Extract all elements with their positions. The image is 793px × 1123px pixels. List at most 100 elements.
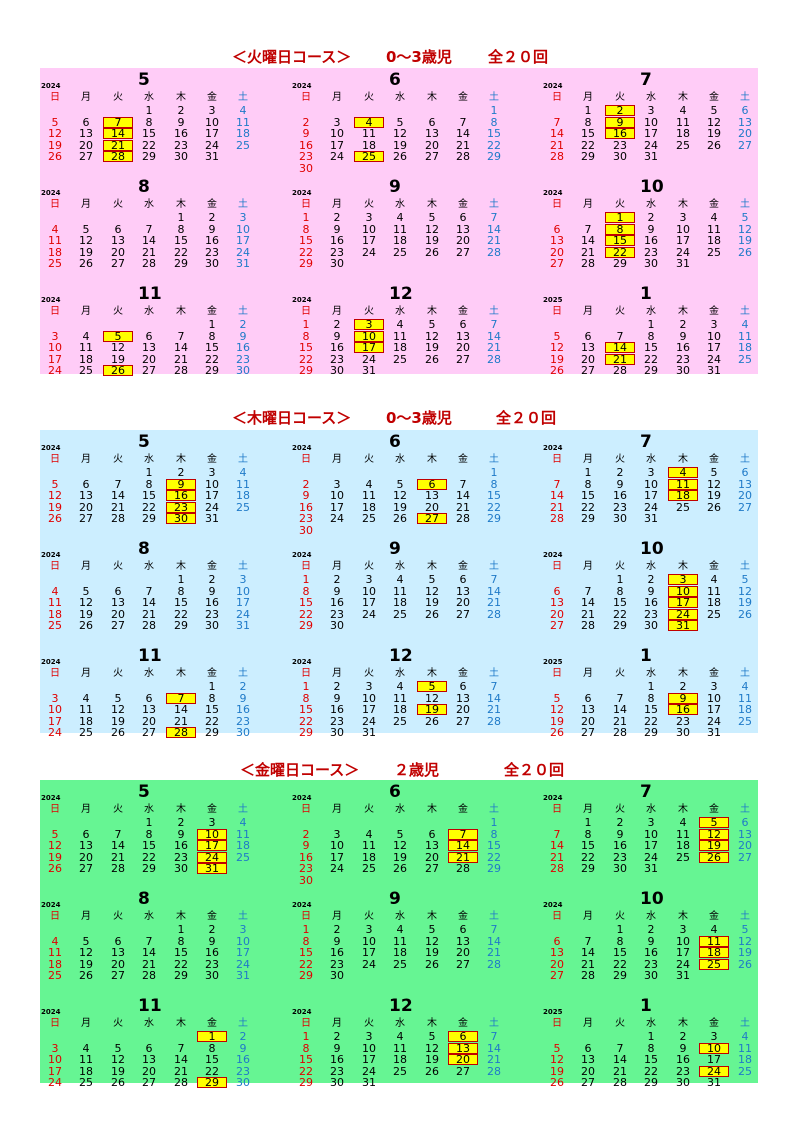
calendar-day: 4 <box>396 318 404 331</box>
calendar-day: 28 <box>487 714 501 728</box>
weekday-header: 日 <box>552 804 562 815</box>
calendar-day: 17 <box>205 127 219 140</box>
calendar-day: 1 <box>302 923 310 936</box>
calendar-day: 8 <box>302 222 310 236</box>
calendar-day: 16 <box>299 500 313 514</box>
calendar-day: 10 <box>362 222 376 236</box>
calendar-day: 12 <box>550 1053 564 1066</box>
weekday-header: 金 <box>458 911 468 922</box>
calendar-day: 20 <box>456 703 470 716</box>
calendar-day: 25 <box>393 957 407 971</box>
class-day: 5 <box>417 681 447 692</box>
calendar-day: 13 <box>738 827 752 841</box>
calendar-day: 30 <box>299 161 313 175</box>
weekday-header: 水 <box>646 668 656 679</box>
month-calendar: 2025 1 日月火水木金土 1 2 3 4 5 6 7 8 9 10 11 12 13 14 15 16 17 18 1… <box>542 282 781 389</box>
weekday-header: 水 <box>395 911 405 922</box>
calendar-day: 8 <box>177 222 185 236</box>
calendar-day: 7 <box>584 934 592 948</box>
calendar-day: 4 <box>239 466 247 479</box>
weekday-header: 土 <box>489 306 499 317</box>
weekday-header: 金 <box>709 1018 719 1029</box>
weekday-header: 木 <box>427 306 437 317</box>
calendar-day: 8 <box>145 827 153 841</box>
calendar-day: 1 <box>490 466 498 479</box>
calendar-day: 20 <box>425 138 439 152</box>
calendar-day: 28 <box>111 862 125 875</box>
calendar-day: 2 <box>333 211 341 224</box>
calendar-day: 28 <box>581 257 595 270</box>
calendar-day: 30 <box>676 364 690 377</box>
calendar-day: 10 <box>707 691 721 705</box>
calendar-day: 29 <box>487 512 501 525</box>
month-number: 5 <box>138 70 150 90</box>
calendar-day: 17 <box>644 127 658 140</box>
calendar-day: 28 <box>174 1076 188 1089</box>
calendar-day: 26 <box>425 957 439 971</box>
calendar-day: 25 <box>236 850 250 864</box>
calendar-day: 7 <box>145 584 153 598</box>
calendar-day: 15 <box>205 703 219 716</box>
course-age: 0～3歳児 <box>386 409 452 427</box>
calendar-day: 3 <box>208 816 216 829</box>
calendar-day: 20 <box>79 850 93 864</box>
weekday-header: 金 <box>207 199 217 210</box>
class-day: 22 <box>605 246 635 258</box>
year-label: 2024 <box>41 189 61 197</box>
weekday-header: 土 <box>740 561 750 572</box>
calendar-day: 4 <box>82 1041 90 1055</box>
calendar-day: 18 <box>393 1053 407 1066</box>
calendar-day: 13 <box>550 946 564 959</box>
calendar-day: 9 <box>239 1041 247 1055</box>
calendar-day: 7 <box>490 573 498 586</box>
calendar-day: 5 <box>82 934 90 948</box>
calendar-day: 17 <box>644 839 658 852</box>
calendar-day: 20 <box>456 341 470 354</box>
calendar-day: 24 <box>707 714 721 728</box>
weekday-header: 月 <box>332 561 342 572</box>
weekday-header: 水 <box>646 561 656 572</box>
weekday-header: 火 <box>364 804 374 815</box>
calendar-day: 21 <box>581 957 595 971</box>
calendar-day: 25 <box>738 714 752 728</box>
calendar-day: 30 <box>330 1076 344 1089</box>
calendar-day: 2 <box>302 477 310 491</box>
class-day: 3 <box>668 574 698 585</box>
calendar-day: 18 <box>79 1064 93 1078</box>
weekday-header: 土 <box>238 454 248 465</box>
weekday-header: 月 <box>583 199 593 210</box>
calendar-day: 3 <box>333 477 341 491</box>
weekday-header: 土 <box>489 92 499 103</box>
month-calendar: 2024 10 日月火水木金土 1 2 3 4 5 6 7 8 9 10 11 12 13 14 15 16 17 18… <box>542 887 781 994</box>
weekday-header: 火 <box>364 199 374 210</box>
month-number: 8 <box>138 539 150 559</box>
year-label: 2024 <box>292 444 312 452</box>
weekday-header: 火 <box>615 306 625 317</box>
weekday-header: 土 <box>238 804 248 815</box>
calendar-day: 17 <box>330 138 344 152</box>
calendar-day: 7 <box>114 827 122 841</box>
weekday-header: 火 <box>113 306 123 317</box>
calendar-day: 5 <box>553 329 561 343</box>
calendar-day: 29 <box>581 862 595 875</box>
calendar-day: 2 <box>208 573 216 586</box>
calendar-day: 14 <box>550 127 564 140</box>
weekday-header: 木 <box>176 561 186 572</box>
month-calendar: 2024 6 日月火水木金土 1 2 3 4 5 6 7 8 9 10 11 12 13 14 15 16 17 18 1… <box>291 68 530 175</box>
calendar-day: 30 <box>205 619 219 632</box>
calendar-day: 10 <box>676 222 690 236</box>
calendar-day: 22 <box>581 138 595 152</box>
calendar-day: 3 <box>647 816 655 829</box>
weekday-header: 月 <box>81 92 91 103</box>
weekday-header: 土 <box>238 199 248 210</box>
calendar-day: 1 <box>302 573 310 586</box>
calendar-day: 20 <box>142 714 156 728</box>
weekday-header: 土 <box>740 199 750 210</box>
calendar-day: 15 <box>142 127 156 140</box>
calendar-day: 4 <box>239 816 247 829</box>
month-calendar: 2024 5 日月火水木金土 1 2 3 4 5 6 7 8 9 10 11 12 13 14 15 16 17 18 1… <box>40 780 279 887</box>
calendar-day: 16 <box>330 596 344 609</box>
calendar-day: 23 <box>236 352 250 366</box>
calendar-day: 6 <box>114 584 122 598</box>
calendar-day: 2 <box>679 1030 687 1043</box>
